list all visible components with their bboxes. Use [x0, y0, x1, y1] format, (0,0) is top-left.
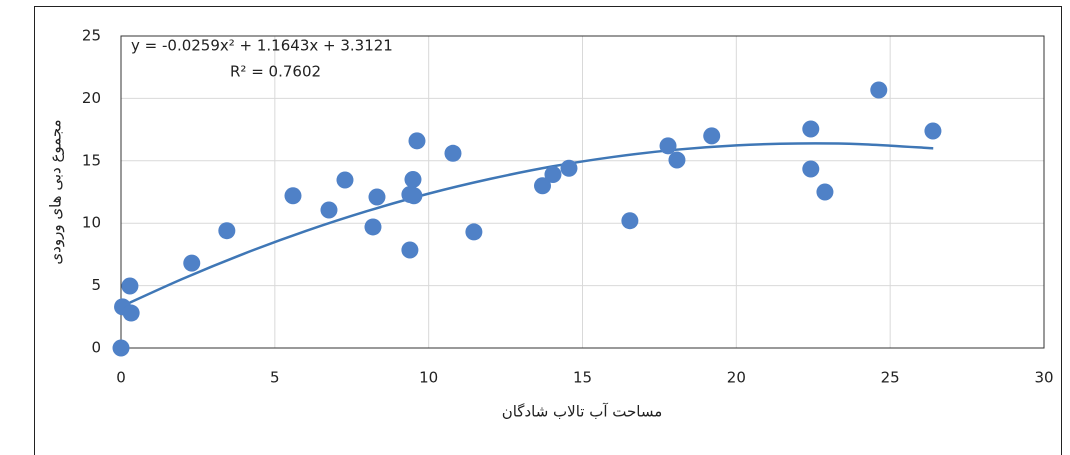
scatter-point	[668, 151, 686, 169]
scatter-point	[183, 254, 201, 272]
scatter-point	[534, 177, 552, 195]
scatter-point	[802, 160, 820, 178]
scatter-point	[121, 277, 139, 295]
scatter-point	[404, 171, 422, 189]
scatter-point	[544, 166, 562, 184]
y-tick-label: 0	[91, 339, 101, 357]
y-tick-label: 25	[82, 27, 101, 45]
x-tick-label: 15	[573, 369, 592, 387]
y-tick-label: 20	[82, 89, 101, 107]
scatter-point	[336, 171, 354, 189]
x-tick-label: 30	[1034, 369, 1053, 387]
scatter-point	[408, 132, 426, 150]
scatter-point	[284, 187, 302, 205]
scatter-point	[444, 144, 462, 162]
x-tick-label: 0	[116, 369, 126, 387]
scatter-point	[870, 81, 888, 99]
scatter-point	[368, 188, 386, 206]
scatter-point	[816, 183, 834, 201]
scatter-point	[320, 201, 338, 219]
scatter-point	[218, 222, 236, 240]
x-tick-label: 5	[270, 369, 280, 387]
trendline	[120, 142, 934, 308]
scatter-point	[112, 339, 130, 357]
scatter-point	[659, 137, 677, 155]
chart-frame	[34, 6, 1062, 455]
x-tick-label: 25	[881, 369, 900, 387]
trendline-r-squared: R² = 0.7602	[230, 63, 321, 81]
scatter-point	[364, 218, 382, 236]
scatter-point	[401, 241, 419, 259]
scatter-point	[465, 223, 483, 241]
scatter-point	[621, 212, 639, 230]
scatter-point	[802, 120, 820, 138]
grid	[120, 35, 1045, 349]
y-tick-label: 15	[82, 151, 101, 169]
y-axis-title: مجموع دبی های ورودی	[47, 119, 65, 264]
scatter-point	[560, 159, 578, 177]
trendline-equation: y = -0.0259x² + 1.1643x + 3.3121	[131, 37, 393, 55]
plot-border	[120, 35, 1045, 349]
scatter-point	[924, 122, 942, 140]
x-axis-title: مساحت آب تالاب شادگان	[502, 403, 663, 421]
y-tick-label: 10	[82, 214, 101, 232]
scatter-point	[703, 127, 721, 145]
scatter-point	[405, 187, 423, 205]
x-tick-label: 10	[419, 369, 438, 387]
scatter-point	[122, 304, 140, 322]
y-tick-label: 5	[91, 276, 101, 294]
x-tick-label: 20	[727, 369, 746, 387]
